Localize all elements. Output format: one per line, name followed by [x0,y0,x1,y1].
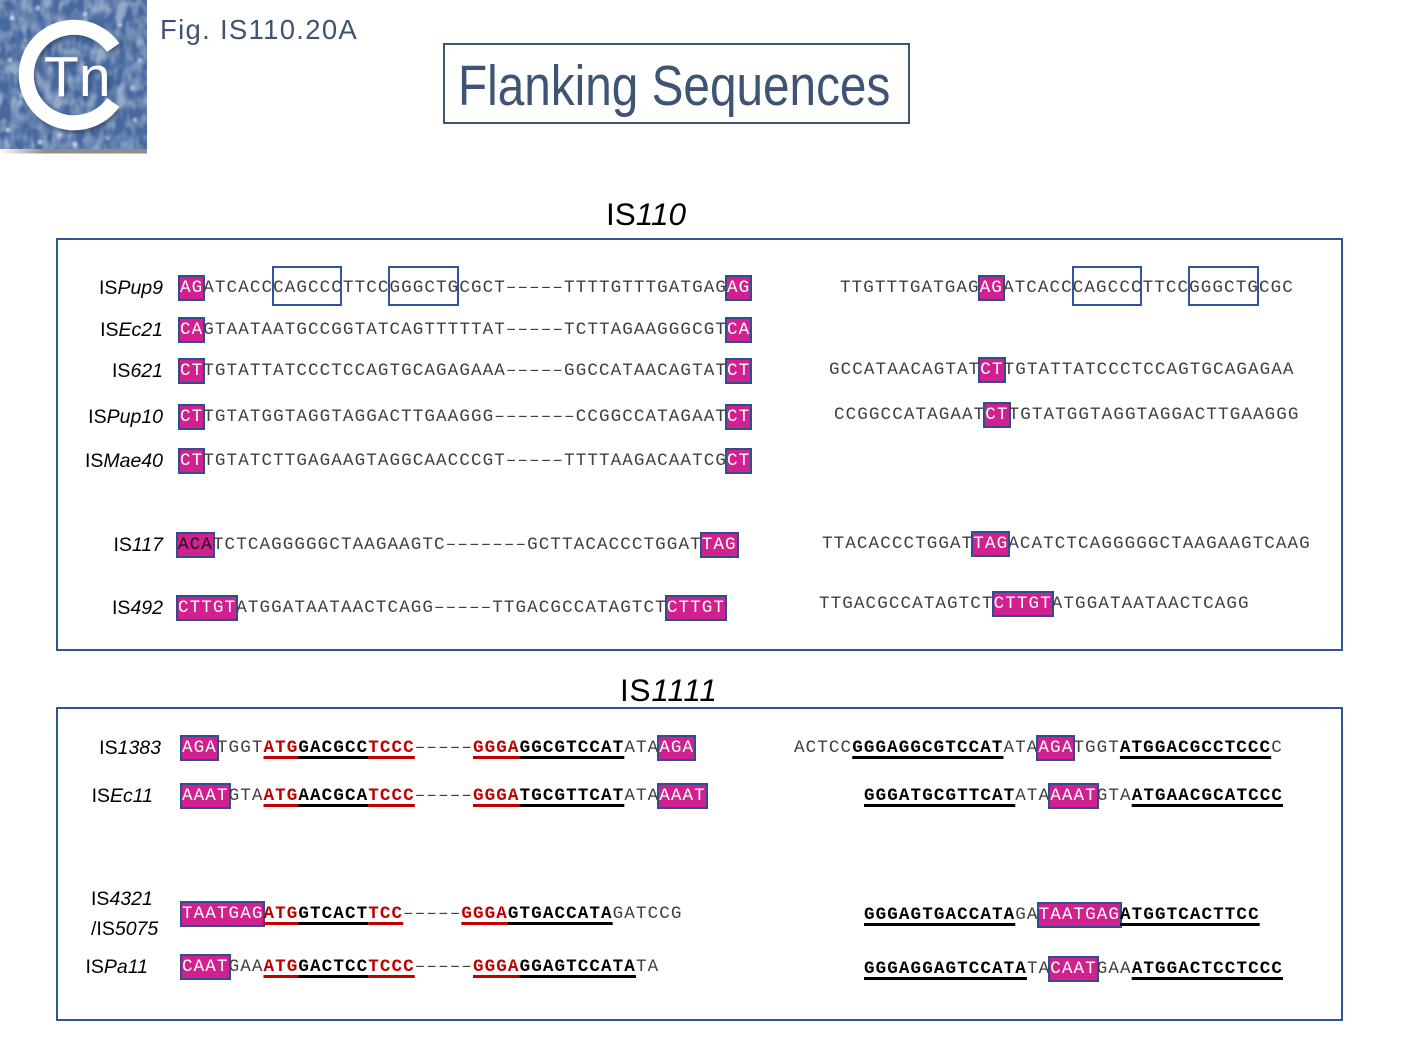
svg-text:Tn: Tn [44,45,111,109]
